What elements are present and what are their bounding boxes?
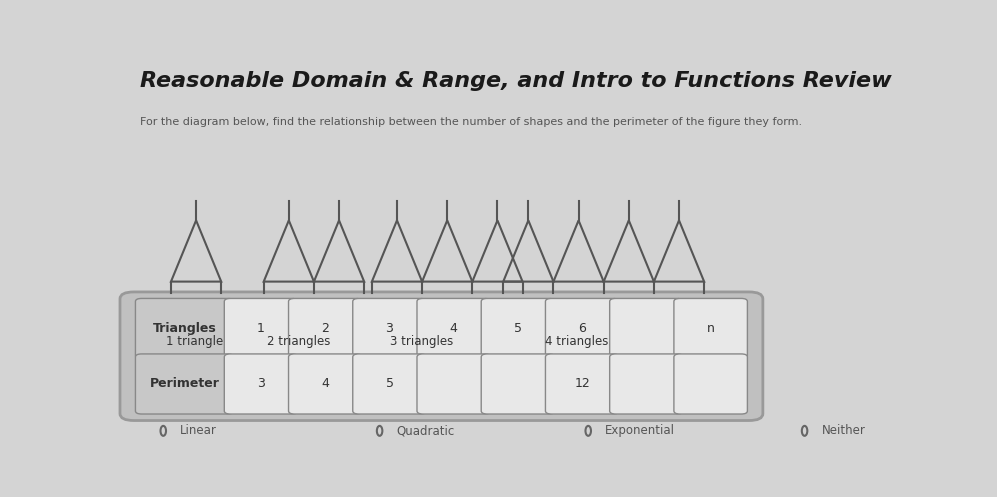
Text: n: n bbox=[707, 322, 715, 335]
Text: 2 triangles: 2 triangles bbox=[267, 335, 330, 348]
Text: Neither: Neither bbox=[822, 424, 865, 437]
Text: 3: 3 bbox=[386, 322, 394, 335]
Text: 3: 3 bbox=[257, 377, 265, 391]
Text: 1: 1 bbox=[257, 322, 265, 335]
FancyBboxPatch shape bbox=[545, 354, 619, 414]
Text: 5: 5 bbox=[514, 322, 522, 335]
Text: Perimeter: Perimeter bbox=[150, 377, 219, 391]
FancyBboxPatch shape bbox=[482, 354, 554, 414]
FancyBboxPatch shape bbox=[224, 298, 298, 358]
FancyBboxPatch shape bbox=[674, 298, 748, 358]
FancyBboxPatch shape bbox=[674, 354, 748, 414]
Text: 6: 6 bbox=[578, 322, 586, 335]
FancyBboxPatch shape bbox=[224, 354, 298, 414]
Text: Exponential: Exponential bbox=[605, 424, 675, 437]
Text: 2: 2 bbox=[321, 322, 329, 335]
Text: Reasonable Domain & Range, and Intro to Functions Review: Reasonable Domain & Range, and Intro to … bbox=[140, 71, 891, 91]
Text: Linear: Linear bbox=[180, 424, 217, 437]
Text: 4: 4 bbox=[450, 322, 458, 335]
FancyBboxPatch shape bbox=[417, 298, 491, 358]
Text: 4 triangles: 4 triangles bbox=[545, 335, 608, 348]
Text: For the diagram below, find the relationship between the number of shapes and th: For the diagram below, find the relation… bbox=[140, 117, 803, 127]
FancyBboxPatch shape bbox=[136, 298, 233, 358]
Text: 1 triangle: 1 triangle bbox=[166, 335, 222, 348]
FancyBboxPatch shape bbox=[288, 298, 362, 358]
FancyBboxPatch shape bbox=[120, 292, 763, 420]
FancyBboxPatch shape bbox=[353, 298, 427, 358]
FancyBboxPatch shape bbox=[482, 298, 554, 358]
Text: 3 triangles: 3 triangles bbox=[391, 335, 454, 348]
FancyBboxPatch shape bbox=[610, 354, 683, 414]
Text: Triangles: Triangles bbox=[153, 322, 216, 335]
FancyBboxPatch shape bbox=[417, 354, 491, 414]
Text: 5: 5 bbox=[386, 377, 394, 391]
FancyBboxPatch shape bbox=[545, 298, 619, 358]
FancyBboxPatch shape bbox=[610, 298, 683, 358]
Text: Quadratic: Quadratic bbox=[397, 424, 455, 437]
Text: 4: 4 bbox=[321, 377, 329, 391]
FancyBboxPatch shape bbox=[353, 354, 427, 414]
Text: 12: 12 bbox=[574, 377, 590, 391]
FancyBboxPatch shape bbox=[288, 354, 362, 414]
FancyBboxPatch shape bbox=[136, 354, 233, 414]
